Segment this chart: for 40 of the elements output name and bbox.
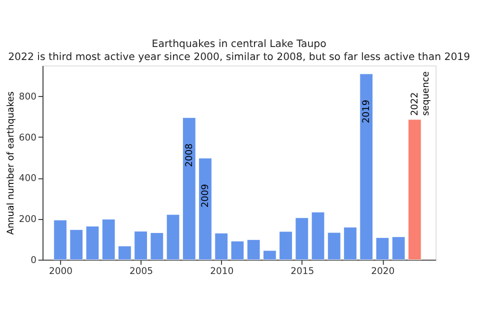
bar	[408, 119, 422, 260]
x-tick-label: 2005	[130, 266, 154, 278]
annotation: 2008	[184, 143, 195, 168]
chart-subtitle: 2022 is third most active year since 2000, similar to 2008, but so far less active than 2019	[8, 52, 470, 63]
y-tick-label: 400	[18, 173, 37, 184]
bar	[86, 226, 100, 260]
x-tick-label: 2015	[290, 266, 314, 278]
bar	[311, 212, 325, 260]
annotation: 2009	[200, 184, 212, 208]
bar	[166, 214, 180, 260]
bar	[279, 231, 292, 260]
x-tick-label: 2010	[210, 266, 234, 278]
bar	[246, 239, 260, 260]
annotation: 2022 sequence	[409, 70, 432, 116]
y-tick-label: 600	[18, 132, 37, 144]
bar	[182, 117, 196, 260]
bar	[54, 220, 67, 260]
annotation: 2019	[361, 100, 372, 124]
y-tick-label: 0	[30, 254, 37, 266]
x-tick-label: 2000	[48, 266, 73, 278]
bar	[214, 232, 228, 260]
x-tick-label: 2020	[371, 266, 395, 278]
bar	[102, 219, 116, 260]
bar	[392, 236, 406, 260]
bar	[327, 232, 341, 260]
bar	[150, 232, 164, 260]
chart-title: Earthquakes in central Lake Taupo	[152, 39, 326, 50]
bar	[198, 158, 212, 260]
bar	[376, 237, 390, 260]
y-axis-title: Annual number of earthquakes	[5, 91, 16, 235]
bar	[360, 74, 374, 260]
y-tick-label: 800	[18, 91, 37, 102]
bar	[118, 246, 132, 260]
bar	[70, 229, 84, 260]
bar	[263, 250, 276, 260]
bar	[295, 218, 309, 260]
bar	[230, 240, 244, 260]
bar	[344, 226, 357, 260]
bar	[134, 231, 148, 260]
y-tick-label: 200	[18, 214, 37, 226]
